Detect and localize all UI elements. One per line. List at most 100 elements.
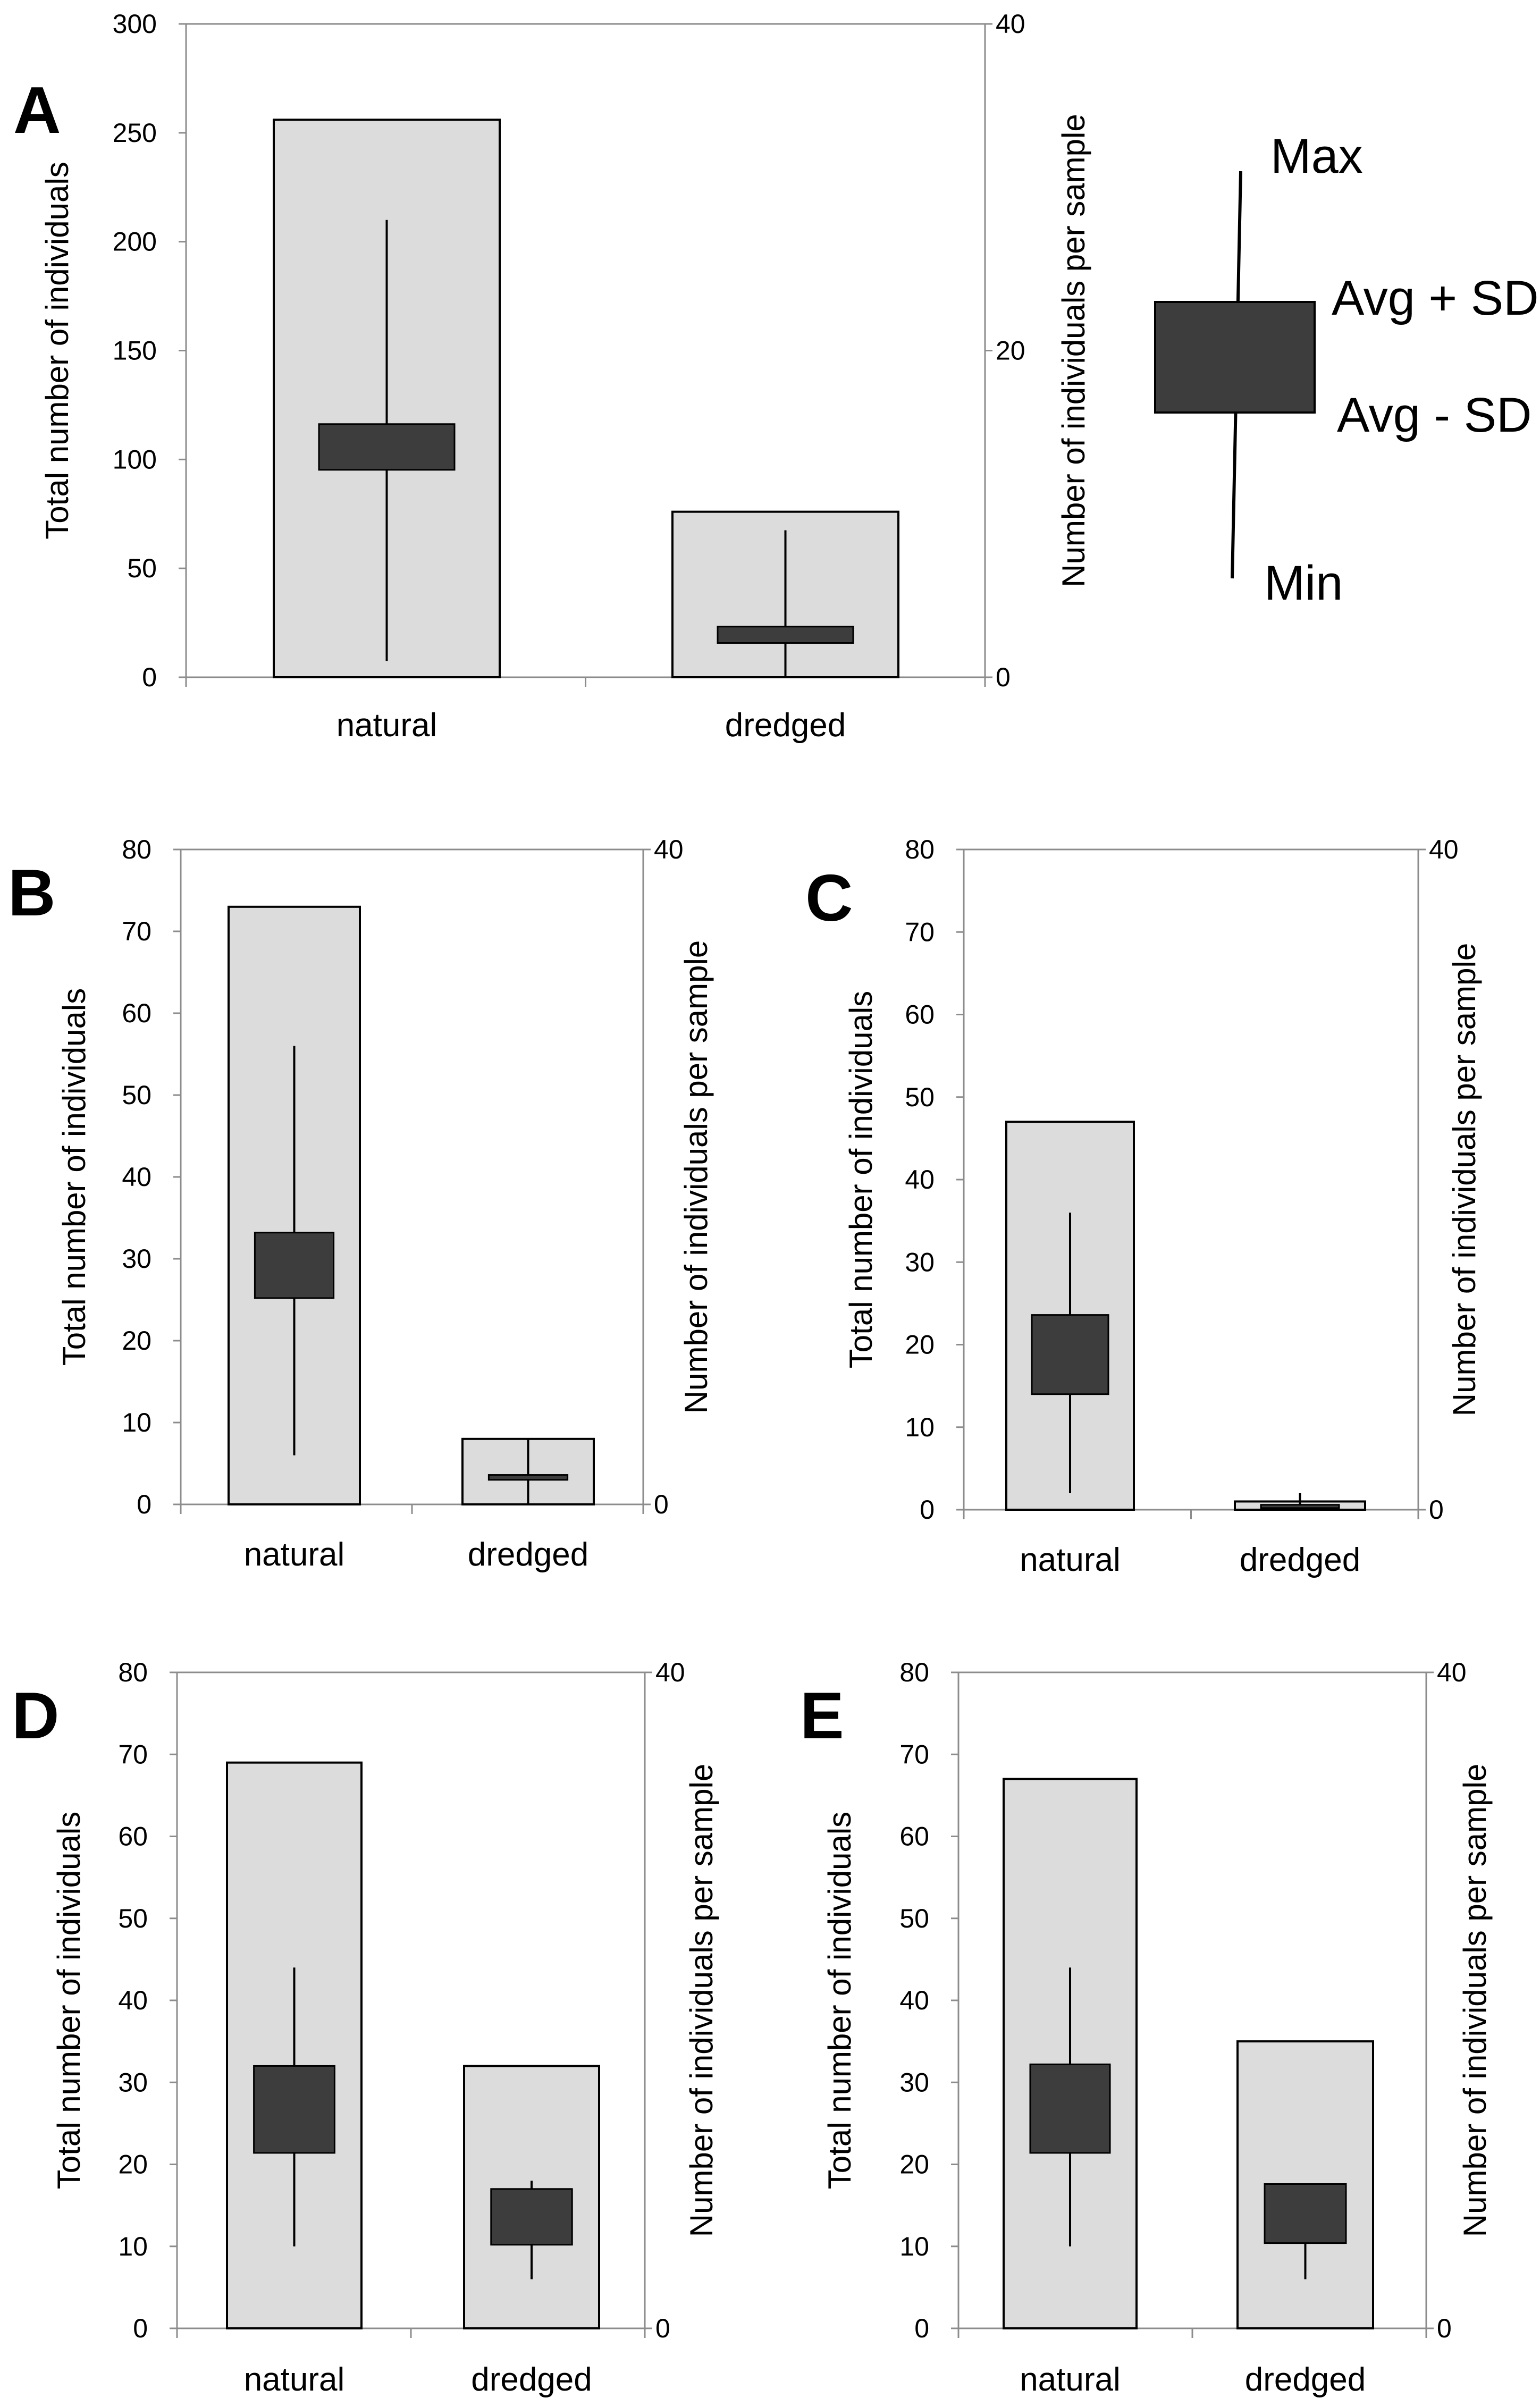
sd-box-natural — [1029, 2063, 1111, 2154]
left-tick-label: 200 — [113, 227, 157, 257]
left-tick-label: 150 — [113, 336, 157, 366]
y-axis-label-right: Number of individuals per sample — [1446, 943, 1482, 1416]
right-tick-label: 40 — [655, 1657, 685, 1687]
left-tick-label: 40 — [118, 1985, 148, 2015]
y-axis-label-left: Total number of individuals — [822, 1812, 857, 2189]
left-tick-label: 50 — [118, 1904, 148, 1933]
sd-box-dredged — [1260, 1504, 1340, 1509]
left-tick-label: 100 — [113, 444, 157, 474]
left-tick-label: 40 — [905, 1165, 935, 1194]
category-label-dredged: dredged — [1240, 1542, 1361, 1578]
left-tick-label: 10 — [905, 1412, 935, 1442]
category-label-dredged: dredged — [725, 707, 846, 744]
panel-letter-b: B — [8, 856, 56, 930]
right-tick-label: 40 — [654, 835, 684, 864]
left-tick-label: 0 — [137, 1490, 152, 1519]
left-tick-label: 10 — [122, 1408, 152, 1437]
y-axis-label-left: Total number of individuals — [51, 1812, 87, 2189]
y-axis-label-right: Number of individuals per sample — [1457, 1764, 1493, 2237]
left-tick-label: 40 — [899, 1985, 929, 2015]
sd-box-dredged — [490, 2188, 573, 2246]
sd-box-dredged — [487, 1474, 569, 1481]
left-tick-label: 20 — [118, 2150, 148, 2180]
legend-avg-minus-sd-label: Avg - SD — [1337, 388, 1531, 442]
left-tick-label: 60 — [122, 998, 152, 1028]
category-label-natural: natural — [1020, 2361, 1121, 2398]
legend-max-label: Max — [1270, 129, 1363, 183]
left-tick-label: 10 — [118, 2232, 148, 2261]
left-tick-label: 70 — [905, 917, 935, 947]
y-axis-label-left: Total number of individuals — [56, 988, 92, 1366]
legend-avg-plus-sd-label: Avg + SD — [1332, 271, 1539, 325]
category-label-dredged: dredged — [468, 1536, 589, 1573]
sd-box-dredged — [717, 626, 854, 644]
chart-panel-d: D 0 10 20 30 40 50 60 70 80 0 40 natural dredged Total… — [12, 1657, 719, 2398]
sd-box-dredged — [1264, 2183, 1347, 2244]
left-tick-label: 250 — [113, 118, 157, 148]
right-tick-label: 20 — [996, 336, 1025, 366]
left-tick-label: 50 — [127, 553, 157, 583]
right-tick-label: 40 — [1437, 1657, 1467, 1687]
right-tick-label: 40 — [1429, 835, 1459, 864]
left-tick-label: 40 — [122, 1162, 152, 1192]
left-tick-label: 20 — [905, 1330, 935, 1360]
left-tick-label: 70 — [118, 1739, 148, 1769]
panel-letter-c: C — [805, 862, 853, 935]
category-label-natural: natural — [244, 1536, 345, 1573]
sd-box-natural — [254, 1232, 335, 1299]
left-tick-label: 20 — [122, 1326, 152, 1356]
y-axis-label-left: Total number of individuals — [843, 991, 879, 1368]
left-tick-label: 60 — [905, 1000, 935, 1030]
left-tick-label: 10 — [899, 2232, 929, 2261]
category-label-natural: natural — [1020, 1542, 1121, 1578]
left-tick-label: 0 — [133, 2313, 148, 2343]
right-tick-label: 40 — [996, 9, 1025, 39]
sd-box-natural — [318, 423, 456, 471]
bar-total-natural — [1005, 1121, 1135, 1511]
panel-letter-e: E — [800, 1679, 844, 1753]
left-tick-label: 300 — [113, 9, 157, 39]
y-axis-label-right: Number of individuals per sample — [1056, 114, 1091, 587]
left-tick-label: 80 — [899, 1657, 929, 1687]
right-tick-label: 0 — [1437, 2313, 1452, 2343]
left-tick-label: 0 — [914, 2313, 929, 2343]
left-tick-label: 0 — [142, 662, 157, 692]
chart-panel-c: C 0 10 20 30 40 50 60 70 80 0 40 natural dredged Total… — [805, 835, 1482, 1578]
sd-box-natural — [253, 2065, 335, 2154]
left-tick-label: 30 — [118, 2067, 148, 2097]
category-label-dredged: dredged — [1245, 2361, 1366, 2398]
legend-min-label: Min — [1264, 556, 1343, 610]
left-tick-label: 50 — [899, 1904, 929, 1933]
bar-total-dredged — [463, 2065, 600, 2329]
chart-panel-a: A 0 50 100 150 200 250 300 0 20 40 natural dredged To… — [13, 9, 1091, 744]
left-tick-label: 30 — [905, 1247, 935, 1277]
left-tick-label: 70 — [122, 916, 152, 946]
left-tick-label: 70 — [899, 1739, 929, 1769]
left-tick-label: 50 — [122, 1080, 152, 1110]
chart-panel-b: B 0 10 20 30 40 50 60 70 80 0 40 natural dredged Total… — [8, 835, 714, 1573]
category-label-natural: natural — [244, 2361, 345, 2398]
y-axis-label-right: Number of individuals per sample — [684, 1764, 719, 2237]
y-axis-label-right: Number of individuals per sample — [678, 940, 714, 1413]
right-tick-label: 0 — [654, 1490, 669, 1519]
left-tick-label: 50 — [905, 1082, 935, 1112]
y-axis-label-left: Total number of individuals — [39, 162, 75, 539]
legend-box — [1154, 301, 1316, 414]
left-tick-label: 60 — [899, 1822, 929, 1852]
box-legend: Max Avg + SD Avg - SD Min — [1154, 129, 1539, 610]
left-tick-label: 0 — [920, 1495, 935, 1525]
left-tick-label: 30 — [899, 2067, 929, 2097]
chart-panel-e: E 0 10 20 30 40 50 60 70 80 0 40 natural dredged Total… — [800, 1657, 1493, 2398]
left-tick-label: 30 — [122, 1244, 152, 1274]
right-tick-label: 0 — [996, 662, 1011, 692]
left-tick-label: 20 — [899, 2150, 929, 2180]
panel-letter-d: D — [12, 1679, 60, 1753]
panel-letter-a: A — [13, 74, 61, 147]
left-tick-label: 80 — [122, 835, 152, 864]
right-tick-label: 0 — [655, 2313, 670, 2343]
sd-box-natural — [1031, 1314, 1109, 1395]
left-tick-label: 80 — [905, 835, 935, 864]
category-label-dredged: dredged — [471, 2361, 592, 2398]
